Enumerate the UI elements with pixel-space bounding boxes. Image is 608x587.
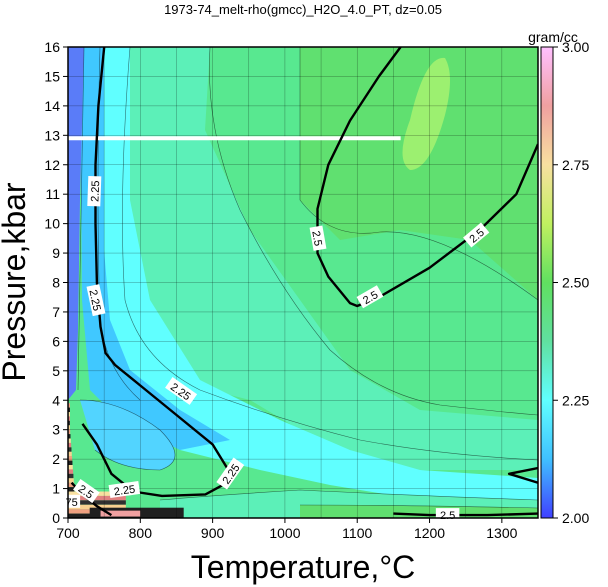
- hot-zone-band: [68, 465, 73, 470]
- y-tick-label: 8: [52, 275, 60, 291]
- x-tick-label: 1300: [486, 525, 517, 541]
- contour-label-background: [216, 457, 245, 490]
- hot-zone-band: [68, 416, 70, 421]
- data-gap-band: [68, 136, 401, 141]
- y-axis-label: Pressure,kbar: [0, 182, 32, 382]
- y-tick-label: 11: [45, 186, 60, 202]
- y-tick-label: 15: [44, 68, 60, 84]
- contour-label-text: 2.5: [440, 510, 455, 522]
- contour-label-background: [356, 285, 384, 309]
- hot-zone-band: [68, 451, 72, 457]
- y-tick-label: 7: [52, 304, 60, 320]
- contour-label-background: [87, 175, 102, 207]
- hot-zone-band: [68, 403, 70, 408]
- x-tick-label: 1200: [414, 525, 445, 541]
- colorbar-tick-label: 3.00: [562, 39, 589, 55]
- hot-zone-band: [68, 407, 70, 413]
- x-axis-label: Temperature,°C: [191, 549, 415, 585]
- hot-zone-band: [100, 510, 141, 517]
- colorbar-tick-label: 2.50: [562, 275, 589, 291]
- y-tick-label: 0: [52, 510, 60, 526]
- x-tick-label: 800: [129, 525, 153, 541]
- hot-zone-band: [68, 425, 70, 430]
- colorbar-tick-label: 2.00: [562, 510, 589, 526]
- contour-label: 2.5: [309, 225, 327, 251]
- contour-label: 2.5: [435, 508, 460, 522]
- colorbar-tick-label: 2.25: [562, 392, 589, 408]
- y-tick-label: 2: [52, 451, 60, 467]
- colorbar: gram/cc 2.00 2.25 2.50 2.75 3.00: [528, 29, 589, 526]
- grid-lines: [68, 47, 538, 518]
- chart-title: 1973-74_melt-rho(gmcc)_H2O_4.0_PT, dz=0.…: [164, 2, 442, 17]
- contour-label: 75: [63, 494, 81, 509]
- y-tick-label: 6: [52, 333, 60, 349]
- x-tick-label: 1100: [342, 525, 372, 541]
- contour-label-background: [86, 284, 106, 317]
- contour-label-background: [108, 480, 141, 499]
- hot-zone-band: [68, 434, 71, 439]
- hot-zone-band: [68, 442, 72, 448]
- hot-zone-band: [68, 456, 73, 461]
- contour-label-background: [309, 225, 327, 251]
- contour-line: [94, 47, 237, 475]
- hot-zone-band: [68, 495, 126, 501]
- hot-zone-band: [68, 478, 74, 483]
- y-tick-label: 1: [52, 481, 60, 497]
- y-tick-label: 4: [52, 392, 60, 408]
- y-tick-label: 10: [44, 216, 60, 232]
- hot-zone-band: [68, 460, 73, 466]
- hot-zone-band: [68, 412, 70, 417]
- colorbar-unit: gram/cc: [528, 29, 578, 45]
- x-axis: 700 800 900 1000 1100 1200 1300: [56, 518, 518, 541]
- contour-label-background: [462, 222, 490, 248]
- colorbar-ticks: 2.00 2.25 2.50 2.75 3.00: [553, 39, 589, 526]
- y-tick-label: 3: [52, 422, 60, 438]
- hot-zone-band: [68, 447, 72, 452]
- y-tick-label: 5: [52, 363, 60, 379]
- hot-zone-band: [68, 420, 70, 426]
- colorbar-scale: [540, 46, 554, 519]
- hot-zone-band: [68, 482, 75, 488]
- hot-zone-band: [68, 473, 74, 479]
- hot-zone-band: [68, 500, 126, 505]
- y-tick-label: 13: [44, 127, 60, 143]
- contour-label: 2.25: [108, 480, 141, 499]
- x-tick-label: 700: [56, 525, 80, 541]
- contour-label: 2.25: [86, 284, 106, 317]
- hot-zone-band: [68, 438, 71, 443]
- hot-zone-band: [68, 469, 74, 474]
- contour-label-background: [73, 479, 100, 504]
- hot-zone-band: [68, 487, 75, 492]
- contour-label-text: 2.25: [86, 289, 102, 312]
- x-tick-label: 900: [201, 525, 225, 541]
- y-tick-label: 9: [52, 245, 60, 261]
- y-tick-label: 14: [44, 98, 60, 114]
- colorbar-tick-label: 2.75: [562, 157, 589, 173]
- y-tick-label: 16: [44, 39, 60, 55]
- contour-label-text: 2.25: [113, 484, 136, 499]
- hot-zone-band: [68, 429, 71, 435]
- x-tick-label: 1000: [269, 525, 300, 541]
- contour-label: 2.25: [87, 175, 102, 207]
- contour-line: [507, 466, 538, 484]
- y-tick-label: 12: [44, 157, 60, 173]
- contour-label-text: 2.5: [309, 230, 323, 247]
- contour-label-text: 2.25: [89, 180, 102, 202]
- contour-label-background: [165, 377, 198, 405]
